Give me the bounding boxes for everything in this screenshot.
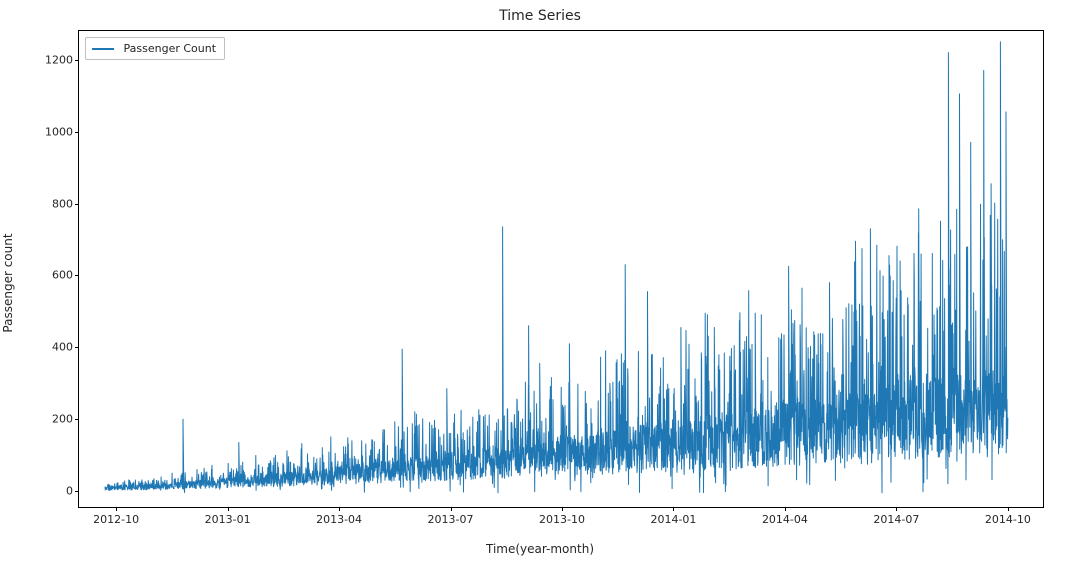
y-tick-label: 600	[52, 269, 73, 282]
y-tick-label: 800	[52, 197, 73, 210]
y-tick-label: 1000	[45, 125, 73, 138]
x-tick-label: 2012-10	[93, 513, 139, 526]
x-tick-mark	[228, 507, 229, 511]
y-axis-label: Passenger count	[1, 233, 15, 332]
y-tick-label: 400	[52, 341, 73, 354]
y-tick-mark	[75, 419, 79, 420]
legend-swatch	[92, 48, 114, 50]
x-tick-label: 2013-01	[205, 513, 251, 526]
chart-container: Time Series Passenger count Time(year-mo…	[0, 0, 1080, 566]
x-tick-label: 2013-10	[539, 513, 585, 526]
y-tick-mark	[75, 347, 79, 348]
y-tick-mark	[75, 60, 79, 61]
legend: Passenger Count	[85, 37, 225, 60]
plot-area: Passenger Count 020040060080010001200201…	[78, 30, 1044, 508]
y-tick-mark	[75, 491, 79, 492]
x-tick-mark	[116, 507, 117, 511]
x-tick-mark	[562, 507, 563, 511]
x-tick-mark	[339, 507, 340, 511]
legend-label: Passenger Count	[124, 42, 217, 55]
x-tick-label: 2014-07	[873, 513, 919, 526]
y-tick-label: 1200	[45, 53, 73, 66]
y-tick-label: 200	[52, 413, 73, 426]
x-tick-mark	[451, 507, 452, 511]
y-tick-mark	[75, 204, 79, 205]
x-tick-mark	[673, 507, 674, 511]
y-tick-label: 0	[66, 485, 73, 498]
y-tick-mark	[75, 275, 79, 276]
line-chart-svg	[79, 31, 1045, 509]
chart-title: Time Series	[0, 8, 1080, 24]
x-axis-label: Time(year-month)	[0, 542, 1080, 556]
x-tick-label: 2013-04	[316, 513, 362, 526]
x-tick-label: 2013-07	[428, 513, 474, 526]
x-tick-mark	[896, 507, 897, 511]
x-tick-label: 2014-04	[762, 513, 808, 526]
x-tick-label: 2014-10	[985, 513, 1031, 526]
x-tick-mark	[1008, 507, 1009, 511]
x-tick-label: 2014-01	[650, 513, 696, 526]
series-line	[105, 42, 1008, 493]
x-tick-mark	[785, 507, 786, 511]
y-tick-mark	[75, 132, 79, 133]
